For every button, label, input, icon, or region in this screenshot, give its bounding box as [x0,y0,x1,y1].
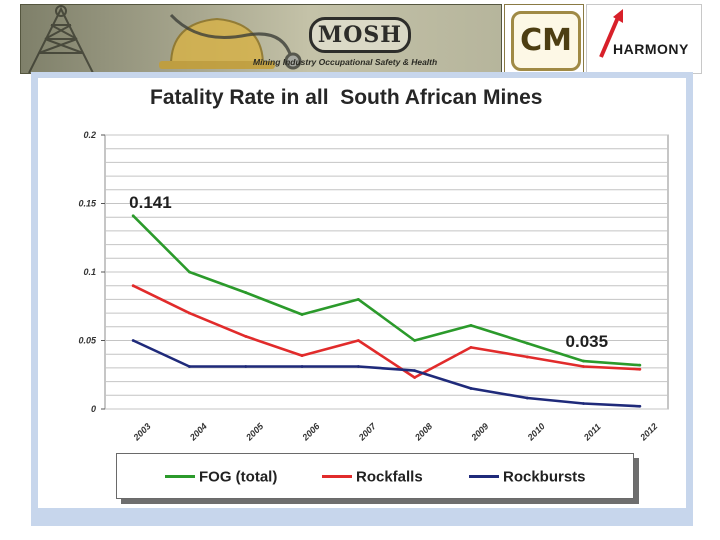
data-point [356,339,360,342]
legend-swatch-rockbursts [469,475,499,479]
data-point [356,365,360,368]
data-point [525,341,529,345]
data-point [525,355,529,359]
data-point [300,354,304,357]
data-point [131,339,135,342]
data-point [638,367,642,371]
legend-item-fog: FOG (total) [165,468,278,486]
harmony-arrow-icon [599,9,623,58]
data-point [582,359,585,363]
data-point [188,270,191,274]
data-point [413,339,417,342]
legend-swatch-fog [165,475,195,479]
x-tick-label: 2004 [187,421,209,443]
x-tick-label: 2011 [581,422,602,443]
chart-title: Fatality Rate in all South African Mines [150,86,543,109]
x-tick-label: 2009 [469,421,491,443]
data-point [244,365,248,368]
data-point [469,387,473,390]
data-point [582,365,585,368]
data-point [188,311,191,315]
chamber-of-mines-panel: CM [504,4,584,74]
legend-label-rockbursts: Rockbursts [503,468,586,486]
chart-legend: FOG (total) Rockfalls Rockbursts [116,453,634,499]
legend-item-rockbursts: Rockbursts [469,468,586,486]
y-tick-label: 0.1 [83,267,96,277]
x-tick-label: 2008 [412,421,434,443]
data-point [300,313,304,316]
data-point [244,334,248,338]
data-label: 0.035 [566,332,609,351]
series-line-fog-total [132,214,640,367]
mosh-banner: MOSH Mining Industry Occupational Safety… [20,4,502,74]
x-tick-label: 2010 [525,421,547,443]
data-label: 0.141 [129,193,172,212]
mosh-logo: MOSH [309,17,411,53]
header-banner: MOSH Mining Industry Occupational Safety… [20,2,702,74]
mining-headframe-icon [28,5,302,73]
y-tick-label: 0.2 [83,130,96,140]
chamber-of-mines-logo: CM [511,11,581,71]
data-point [244,291,248,294]
data-point [469,324,473,327]
y-tick-label: 0.05 [78,336,97,346]
data-point [356,298,360,301]
x-tick-label: 2005 [243,420,266,443]
data-point [300,365,304,368]
series-line-rockfalls [132,284,640,379]
data-point [638,363,642,367]
legend-label-fog: FOG (total) [199,468,278,486]
data-point [582,402,585,405]
data-point [131,284,135,288]
data-point [638,404,642,408]
x-tick-label: 2012 [637,421,659,443]
gridlines [105,134,668,410]
data-point [188,365,191,368]
stethoscope-icon [169,13,302,70]
data-point [469,345,473,349]
data-point [413,369,417,373]
mosh-tagline: Mining Industry Occupational Safety & He… [253,57,438,67]
data-point [131,214,135,218]
y-tick-label: 0.15 [78,199,97,209]
x-tick-label: 2007 [356,420,379,443]
x-tick-label: 2006 [300,420,323,443]
x-tick-label: 2003 [131,421,153,443]
data-point [525,396,529,400]
harmony-panel: HARMONY [586,4,702,74]
series-line-rockbursts [132,339,640,408]
y-tick-label: 0 [91,404,96,414]
legend-label-rockfalls: Rockfalls [356,468,423,486]
legend-item-rockfalls: Rockfalls [322,468,423,486]
harmony-logo: HARMONY [613,41,689,57]
data-point [413,376,417,379]
legend-swatch-rockfalls [322,475,352,479]
